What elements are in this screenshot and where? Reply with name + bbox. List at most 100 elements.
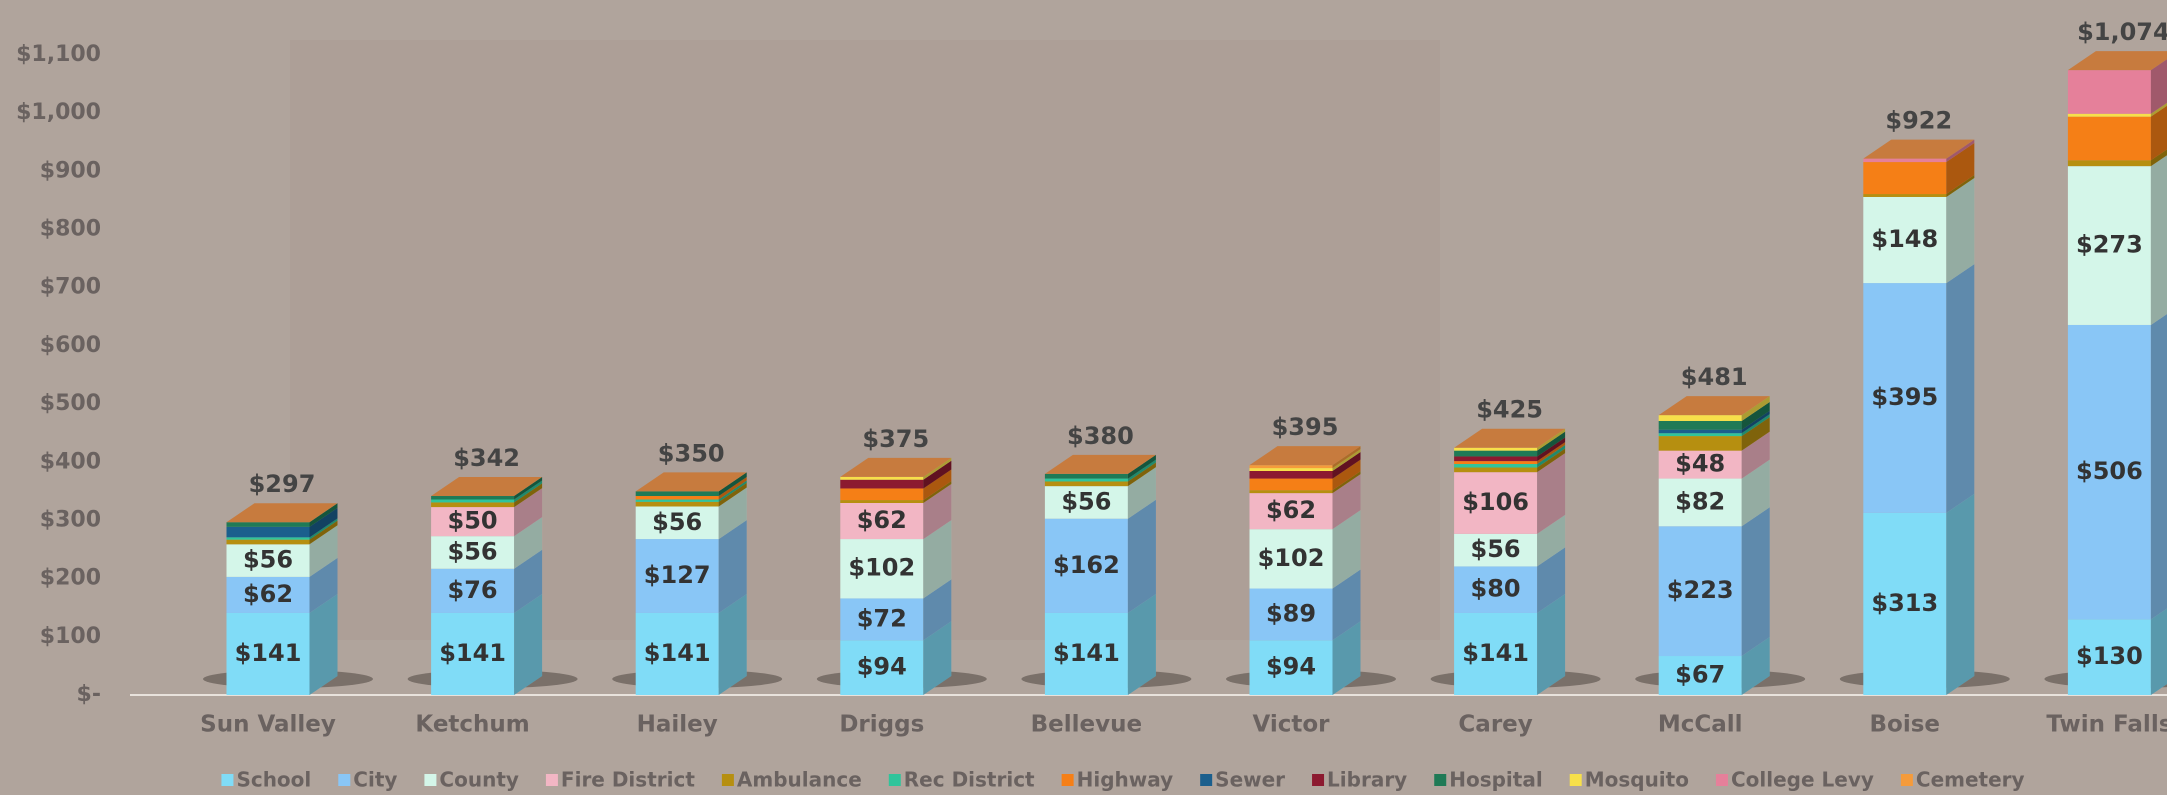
bar-side: [1946, 143, 1975, 195]
bar-side-shade: [2150, 102, 2167, 117]
bar-segment: [1454, 612, 1538, 695]
bar-side-shade: [309, 518, 338, 540]
bar-side: [1332, 452, 1361, 479]
bar-side: [514, 488, 543, 537]
bar-segment: [1658, 450, 1742, 479]
bar-segment: [226, 537, 310, 540]
bar-side-shade: [718, 480, 747, 502]
bar-segment: [1658, 478, 1742, 527]
legend-swatch: [338, 774, 351, 786]
bar-side-shade: [1332, 452, 1361, 479]
bar-side: [2150, 102, 2167, 117]
x-tick-label: Carey: [1458, 712, 1532, 738]
bar-side: [1741, 410, 1770, 434]
bar-side-shade: [718, 520, 747, 613]
x-tick-label: McCall: [1658, 712, 1743, 738]
x-tick-label: Bellevue: [1031, 712, 1142, 738]
bar-side: [1537, 547, 1566, 613]
bar-top: [2067, 51, 2167, 71]
bar-segment: [226, 522, 310, 527]
bar-segment: [431, 507, 515, 537]
bar-side-shade: [2150, 155, 2167, 325]
data-label: $141: [439, 639, 506, 667]
bar-side-shade: [1127, 459, 1156, 482]
bar-side-shade: [1332, 471, 1361, 494]
bar-segment: [1863, 162, 1947, 195]
data-label: $56: [243, 546, 293, 574]
bar-side: [1946, 493, 1975, 695]
bar-side: [1537, 431, 1566, 457]
data-label: $56: [448, 537, 498, 565]
bar-side-shade: [1741, 396, 1770, 421]
bar-segment: [635, 499, 719, 502]
bar-side-shade: [1537, 428, 1566, 451]
bar-side: [1332, 510, 1361, 589]
bar-side: [309, 520, 338, 545]
bar-side-shade: [923, 460, 952, 489]
legend-label: School: [236, 768, 311, 792]
bar-segment: [1863, 512, 1947, 695]
bar-side: [309, 518, 338, 540]
bar-side: [718, 480, 747, 502]
bar-side: [1537, 428, 1566, 451]
bar-top: [1044, 454, 1156, 474]
bar-side: [718, 520, 747, 613]
bar-segment: [1658, 436, 1742, 451]
bar-segment: [1454, 456, 1538, 462]
bar-side-shade: [1946, 175, 1975, 197]
bar-segment: [1044, 486, 1128, 519]
data-label: $67: [1675, 661, 1725, 689]
bar-side: [1537, 593, 1566, 695]
x-tick-label: Driggs: [839, 712, 924, 738]
bar-side-shade: [1741, 414, 1770, 437]
bar-side: [1741, 414, 1770, 437]
bar-segment: [1249, 640, 1333, 695]
bar-segment: [635, 539, 719, 613]
bar-side: [1537, 445, 1566, 468]
total-label: $375: [862, 425, 929, 453]
data-label: $106: [1462, 488, 1529, 516]
bar-segment: [1454, 461, 1538, 465]
bar-side-shade: [1537, 453, 1566, 534]
bar-segment: [635, 496, 719, 500]
bar-side-shade: [2150, 608, 2167, 695]
bar-side-shade: [923, 579, 952, 641]
bar-side-shade: [514, 477, 543, 500]
bar-side-shade: [923, 621, 952, 695]
data-label: $395: [1871, 383, 1938, 411]
y-tick-label: $800: [40, 217, 101, 242]
bar-side-shade: [1946, 143, 1975, 195]
bar-segment: [1249, 471, 1333, 479]
bar-side: [1741, 507, 1770, 657]
bar-side-shade: [514, 517, 543, 569]
bar-segment: [431, 536, 515, 569]
bar-side: [718, 477, 747, 500]
data-label: $82: [1675, 487, 1725, 515]
legend-label: Hospital: [1449, 768, 1542, 792]
bar-side: [923, 481, 952, 503]
bar-segment: [840, 476, 924, 480]
bar-side-shade: [1741, 431, 1770, 479]
bar-segment: [840, 598, 924, 641]
total-label: $350: [658, 439, 725, 467]
bar-side-shade: [1332, 446, 1361, 469]
bar-side-shade: [514, 593, 543, 695]
bar-side-shade: [923, 484, 952, 540]
bar-segment: [1044, 612, 1128, 695]
bar-segment: [431, 502, 515, 508]
bar-segment: [2067, 166, 2151, 325]
bar-segment: [1863, 196, 1947, 284]
bar-segment: [1658, 429, 1742, 434]
bar-segment: [1454, 566, 1538, 613]
bar-segment: [1658, 656, 1742, 695]
bar-side: [2150, 155, 2167, 325]
bar-segment: [1863, 283, 1947, 513]
x-tick-label: Sun Valley: [200, 712, 336, 738]
bar-segment: [1658, 420, 1742, 430]
legend-label: Mosquito: [1585, 768, 1689, 792]
bar-side-shade: [2150, 105, 2167, 161]
bar-segment: [2067, 113, 2151, 117]
bar-segment: [1249, 493, 1333, 530]
bar-side: [1332, 621, 1361, 695]
